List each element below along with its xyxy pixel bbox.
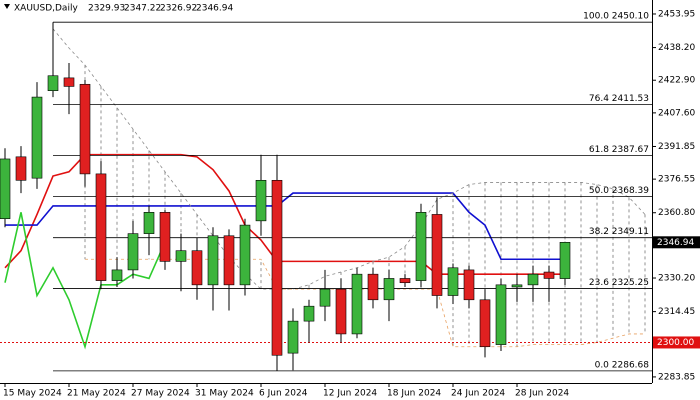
candle-body (383, 278, 395, 301)
fib-label: 76.4 2411.53 (589, 94, 649, 104)
symbol-icon (4, 4, 10, 9)
current-price-label: 2346.94 (657, 238, 694, 248)
x-tick-label: 15 May 2024 (3, 389, 62, 399)
candle-body (0, 158, 11, 220)
fib-label: 61.8 2387.67 (589, 145, 649, 155)
candle-body (511, 284, 523, 288)
candle-body (495, 284, 507, 345)
candle-body (335, 288, 347, 335)
indicator-line (52, 28, 646, 290)
fib-label: 0.0 2286.68 (595, 360, 650, 370)
candle-body (143, 212, 155, 234)
candle-body (303, 305, 315, 322)
symbol: XAUUSD,Daily (14, 4, 78, 14)
candle-body (415, 212, 427, 281)
price-level-box (653, 336, 700, 349)
y-tick-label: 2376.55 (658, 175, 695, 185)
x-tick-label: 21 May 2024 (67, 389, 126, 399)
candle-body (239, 224, 251, 286)
header-close: 2346.94 (196, 4, 233, 14)
candle-body (479, 299, 491, 348)
y-tick-label: 2438.20 (658, 43, 695, 53)
lagging-line (4, 212, 166, 350)
y-tick-label: 2453.95 (658, 9, 695, 19)
fib-label: 23.6 2325.25 (589, 278, 649, 288)
fib-label: 50.0 2368.39 (589, 186, 649, 196)
candle-body (79, 83, 91, 175)
candle-body (31, 96, 43, 179)
header-low: 2326.92 (160, 4, 197, 14)
y-tick-label: 2314.45 (658, 307, 695, 317)
x-tick-label: 6 Jun 2024 (259, 389, 308, 399)
y-tick-label: 2330.20 (658, 274, 695, 284)
candle-body (47, 75, 59, 91)
x-tick-label: 28 Jun 2024 (515, 389, 569, 399)
header-open: 2329.93 (88, 4, 125, 14)
candle-body (127, 233, 139, 271)
indicator-line (85, 258, 645, 348)
x-tick-label: 24 Jun 2024 (451, 389, 505, 399)
candle-body (367, 273, 379, 301)
candle-body (207, 235, 219, 286)
x-tick-label: 18 Jun 2024 (387, 389, 441, 399)
candle-body (287, 320, 299, 354)
candle-body (191, 250, 203, 286)
candle-body (559, 242, 571, 279)
candle-body (159, 212, 171, 262)
fib-label: 38.2 2349.11 (589, 227, 649, 237)
candle-body (463, 269, 475, 301)
x-tick-label: 27 May 2024 (131, 389, 190, 399)
plot-area: 100.0 2450.10 76.4 2411.53 61.8 2387.67 50.… (0, 12, 652, 372)
candle-body (431, 214, 443, 296)
current-price-box (653, 236, 700, 249)
y-tick-label: 2391.85 (658, 142, 695, 152)
candle-body (543, 271, 555, 279)
candle-body (271, 179, 283, 356)
candle-body (95, 173, 107, 281)
candle-body (319, 288, 331, 307)
y-tick-label: 2422.90 (658, 76, 695, 86)
candle-body (447, 267, 459, 296)
candle-body (399, 278, 411, 284)
candle-body (111, 269, 123, 281)
candle-body (255, 179, 267, 222)
candle-body (63, 77, 75, 87)
price-level-label: 2300.00 (657, 338, 694, 348)
y-tick-label: 2283.85 (658, 372, 695, 382)
y-tick-label: 2360.80 (658, 208, 695, 218)
candle-body (223, 235, 235, 286)
fib-label: 100.0 2450.10 (583, 12, 649, 22)
y-tick-label: 2407.60 (658, 108, 695, 118)
candle-body (15, 156, 27, 181)
x-tick-label: 12 Jun 2024 (323, 389, 377, 399)
header-high: 2347.22 (124, 4, 161, 14)
x-tick-label: 31 May 2024 (195, 389, 254, 399)
candle-body (175, 250, 187, 262)
candle-body (527, 273, 539, 286)
candle-body (351, 273, 363, 335)
